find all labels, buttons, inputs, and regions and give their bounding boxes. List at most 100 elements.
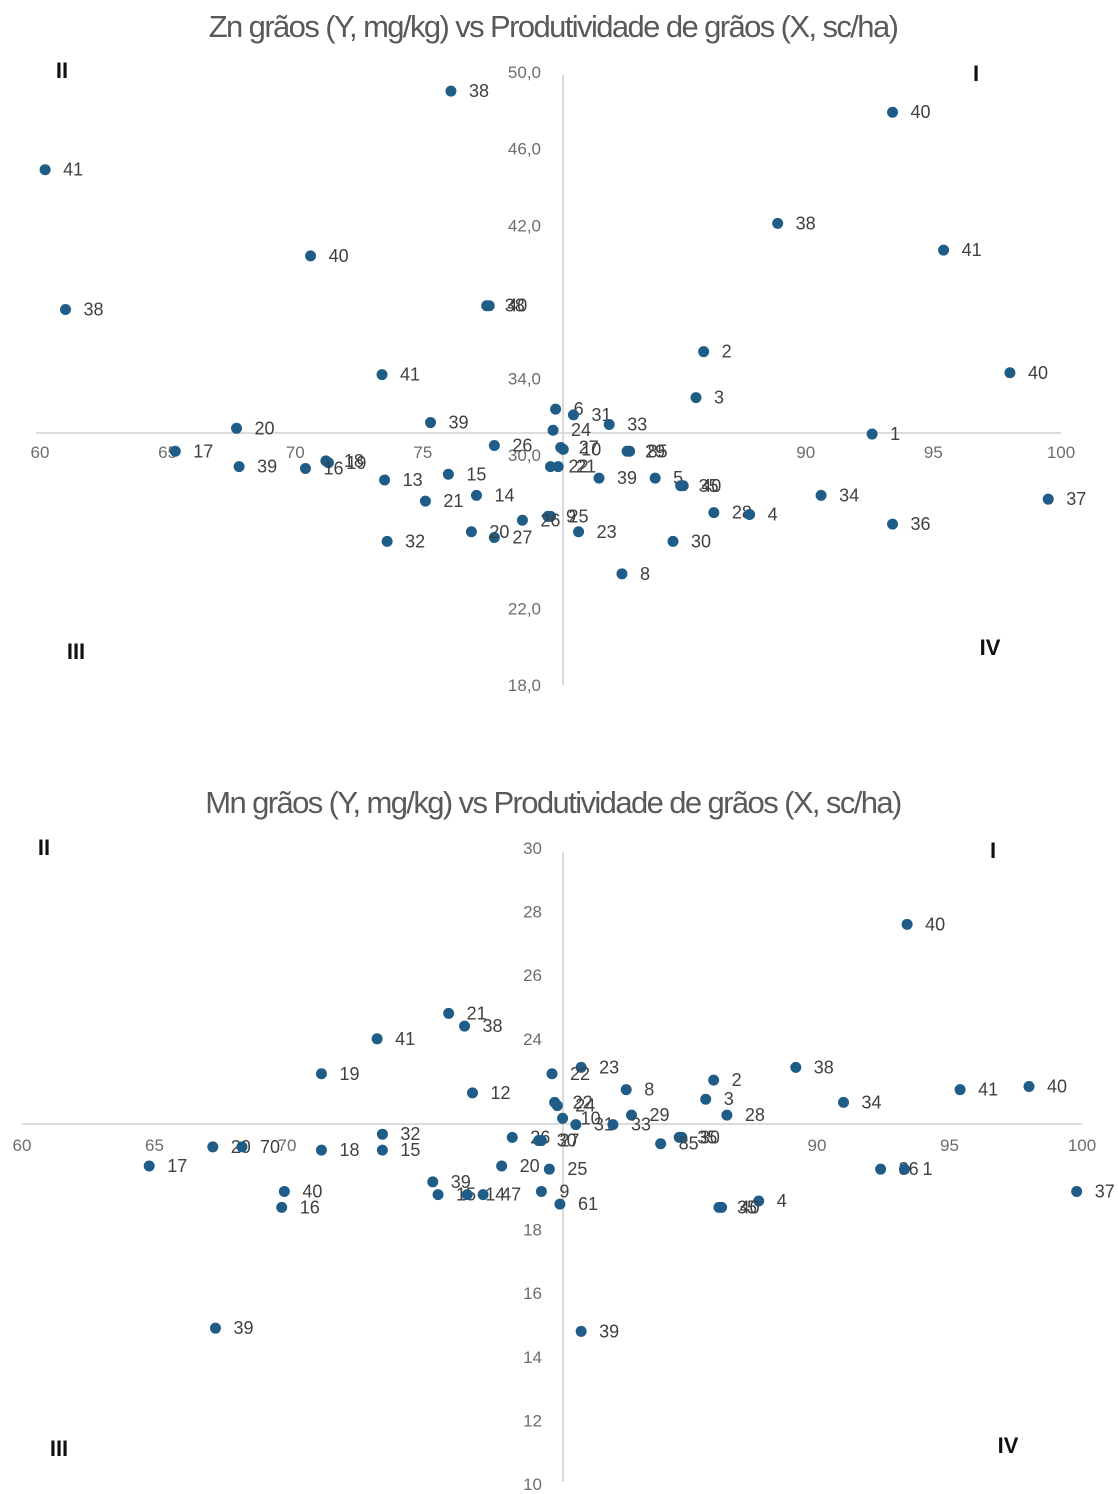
x-tick-label: 75 [413,443,432,462]
data-point [535,1185,547,1197]
data-point [575,1061,587,1073]
x-tick-label: 70 [278,1136,297,1155]
x-tick-label: 60 [31,443,50,462]
data-point-label: 27 [579,437,599,457]
data-point [207,1141,219,1153]
data-point-label: 38 [796,213,816,233]
data-point-label: 41 [63,160,83,180]
data-point [554,1198,566,1210]
data-point [593,472,605,484]
data-point [543,1163,555,1175]
x-tick-labels: 60 65 70 90 95 100 [13,1136,1097,1155]
data-point [381,535,393,547]
y-tick-labels: 50,0 46,0 42,0 34,0 30,0 22,0 18,0 [508,63,541,695]
y-tick-label: 30,0 [508,446,541,465]
data-point [624,445,636,457]
data-point-label: 17 [193,441,213,461]
data-point-label: 40 [1047,1077,1067,1097]
data-point-label: 12 [491,1083,511,1103]
data-point [1023,1081,1035,1092]
data-point [1042,493,1054,505]
data-point-label: 20 [489,522,509,542]
data-point-label: 36 [911,514,931,534]
data-point [557,443,569,455]
data-point [376,1144,388,1156]
data-point-label: 38 [84,300,104,320]
data-point [425,417,437,429]
data-point [898,1163,910,1175]
quadrant-label-iii: III [67,639,85,664]
y-tick-label: 16 [523,1284,542,1303]
data-point [567,409,579,421]
data-point [371,1033,383,1045]
data-point-label: 20 [255,418,275,438]
data-point-label: 1 [922,1159,932,1179]
data-point-label: 18 [339,1140,359,1160]
data-point-label: 39 [451,1172,471,1192]
data-point-label: 38 [814,1057,834,1077]
data-point [379,474,391,486]
data-point [432,1189,444,1201]
data-point-label: 41 [978,1080,998,1100]
zn-scatter-chart: Zn grãos (Y, mg/kg) vs Produtividade de … [31,9,1087,695]
quadrant-label-iv: IV [980,635,1001,660]
data-point-label: 26 [540,510,560,530]
data-point [516,514,528,526]
y-tick-label: 50,0 [508,63,541,82]
data-point-label: 6 [574,399,584,419]
data-point [315,1068,327,1080]
data-point-label: 39 [233,1318,253,1338]
data-point-label: 15 [466,464,486,484]
data-point-label: 47 [501,1185,521,1205]
data-point [488,440,500,452]
data-point [427,1176,439,1188]
data-point-label: 27 [559,1131,579,1151]
x-tick-label: 60 [13,1136,32,1155]
y-tick-label: 28 [523,903,542,922]
data-point-label: 39 [449,413,469,433]
data-point-label: 9 [566,506,576,526]
data-point-label: 17 [167,1156,187,1176]
data-point [655,1138,667,1150]
data-point-label: 41 [395,1029,415,1049]
data-point [698,346,710,358]
data-point-label: 14 [485,1185,505,1205]
data-point-label: 28 [745,1105,765,1125]
data-point [649,472,661,484]
data-point-label: 39 [599,1321,619,1341]
data-point-label: 25 [567,1159,587,1179]
chart-title: Mn grãos (Y, mg/kg) vs Produtividade de … [205,785,901,820]
data-point [276,1201,288,1213]
data-point-label: 19 [346,453,366,473]
data-point-label: 29 [645,441,665,461]
x-tick-label: 90 [796,443,815,462]
data-point-label: 13 [403,470,423,490]
data-point [470,489,482,501]
data-point-label: 22 [573,1092,593,1112]
data-point-label: 16 [300,1197,320,1217]
y-tick-label: 22,0 [508,599,541,618]
data-point-label: 24 [571,420,591,440]
data-point [477,1189,489,1201]
data-point [551,1100,563,1112]
data-point-label: 21 [467,1003,487,1023]
data-point [1004,367,1016,379]
data-point-label: 37 [1095,1181,1115,1201]
data-point [620,1084,632,1096]
data-point [60,304,72,316]
data-point [887,106,899,118]
data-point [607,1119,619,1131]
data-point-label: 21 [443,491,463,511]
data-point [721,1109,733,1121]
data-point-label: 10 [581,439,601,459]
data-point [545,510,556,522]
data-point [573,526,585,538]
y-tick-label: 34,0 [508,370,541,389]
data-point [570,1119,582,1131]
y-tick-label: 14 [523,1348,542,1367]
y-tick-label: 18 [523,1221,542,1240]
data-point-label: 35 [699,476,719,496]
x-tick-labels: 60 65 70 75 90 95 100 [31,443,1076,462]
x-tick-label: 100 [1047,443,1075,462]
